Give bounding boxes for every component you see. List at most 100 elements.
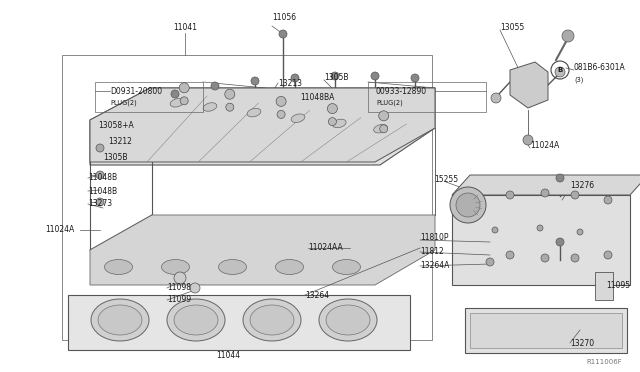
Bar [68,295,410,350]
Ellipse shape [91,299,149,341]
Bar [595,272,613,300]
Circle shape [291,74,299,82]
Ellipse shape [333,260,360,275]
Circle shape [277,110,285,118]
Circle shape [491,93,501,103]
Text: D0931-20800: D0931-20800 [110,87,162,96]
Circle shape [279,30,287,38]
Polygon shape [90,88,435,162]
Ellipse shape [326,305,370,335]
Ellipse shape [374,124,387,133]
Circle shape [371,72,379,80]
Polygon shape [90,88,435,165]
Circle shape [486,258,494,266]
Ellipse shape [161,260,189,275]
Text: 11095: 11095 [606,280,630,289]
Text: 081B6-6301A: 081B6-6301A [574,64,626,73]
Circle shape [562,30,574,42]
Text: 11044: 11044 [216,350,240,359]
Text: 11048B: 11048B [88,186,117,196]
Ellipse shape [170,99,184,107]
Ellipse shape [203,103,217,111]
Ellipse shape [98,305,142,335]
Text: 13212: 13212 [108,137,132,145]
Text: 11812: 11812 [420,247,444,257]
Circle shape [251,77,259,85]
Bar [470,313,622,348]
Text: 1305B: 1305B [103,153,127,161]
Circle shape [555,67,565,77]
Polygon shape [90,215,435,285]
Circle shape [211,82,219,90]
Text: 11041: 11041 [173,23,197,32]
Circle shape [180,97,188,105]
Polygon shape [452,195,630,285]
Circle shape [331,72,339,80]
Circle shape [506,191,514,199]
Circle shape [556,174,564,182]
Text: PLUG(2): PLUG(2) [376,100,403,106]
Circle shape [328,118,337,126]
Ellipse shape [104,260,132,275]
Text: 13264: 13264 [305,291,329,299]
Circle shape [328,103,337,113]
Text: 11024AA: 11024AA [308,244,343,253]
Circle shape [556,238,564,246]
Circle shape [541,254,549,262]
Ellipse shape [247,108,261,117]
Ellipse shape [243,299,301,341]
Text: 13273: 13273 [88,199,112,208]
Text: 00933-12890: 00933-12890 [376,87,427,96]
Text: 13276: 13276 [570,180,594,189]
Circle shape [537,225,543,231]
Circle shape [456,193,480,217]
Circle shape [174,272,186,284]
Circle shape [190,283,200,293]
Circle shape [179,83,189,93]
Text: 13270: 13270 [570,339,594,347]
Ellipse shape [167,299,225,341]
Text: 1305B: 1305B [324,74,349,83]
Text: 13055: 13055 [500,23,524,32]
Circle shape [604,196,612,204]
Text: 11024A: 11024A [530,141,559,150]
Text: 13058+A: 13058+A [98,122,134,131]
Circle shape [96,198,104,206]
Ellipse shape [250,305,294,335]
Ellipse shape [291,114,305,122]
Text: 11810P: 11810P [420,234,449,243]
Text: 11048BA: 11048BA [300,93,334,103]
Ellipse shape [174,305,218,335]
Text: 15255: 15255 [434,176,458,185]
Bar [368,82,486,112]
Circle shape [276,96,286,106]
Ellipse shape [319,299,377,341]
Text: 11098: 11098 [167,283,191,292]
Circle shape [96,171,104,179]
Circle shape [571,191,579,199]
Circle shape [523,135,533,145]
Text: B: B [557,67,563,73]
Text: (3): (3) [574,77,584,83]
Circle shape [225,89,235,99]
Circle shape [450,187,486,223]
Polygon shape [510,62,548,108]
Bar [95,82,203,112]
Polygon shape [452,175,640,195]
Text: 11024A: 11024A [45,225,74,234]
Text: 13264A: 13264A [420,262,449,270]
Circle shape [492,227,498,233]
Ellipse shape [332,119,346,128]
Circle shape [411,74,419,82]
Circle shape [541,189,549,197]
Circle shape [571,254,579,262]
Text: 11048B: 11048B [88,173,117,183]
Circle shape [226,103,234,111]
Circle shape [171,90,179,98]
Circle shape [604,251,612,259]
Text: R111006F: R111006F [586,359,622,365]
Circle shape [380,125,388,133]
Circle shape [96,144,104,152]
Circle shape [506,251,514,259]
Text: 11099: 11099 [167,295,191,305]
